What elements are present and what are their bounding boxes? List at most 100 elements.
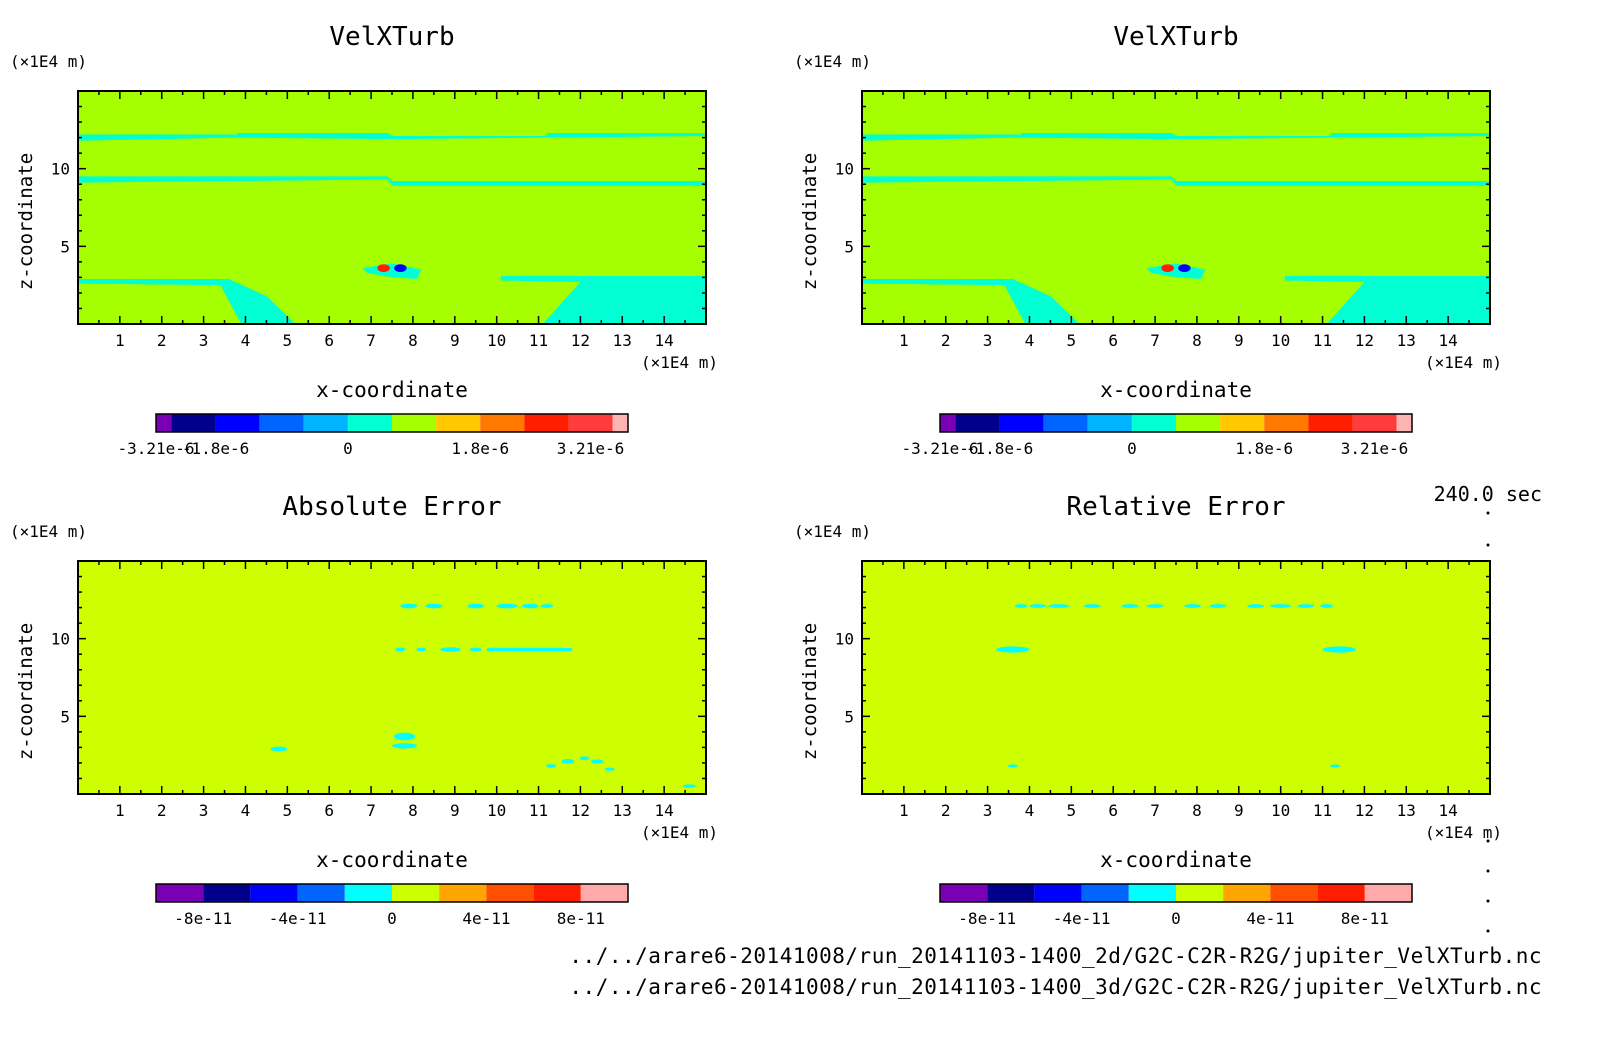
x-tick-label: 8 [408, 801, 418, 820]
y-axis-label: z-coordinate [15, 153, 37, 290]
colorbar-swatch [940, 414, 956, 432]
contour-spot [425, 603, 443, 609]
colorbar-swatch [156, 414, 172, 432]
colorbar: -3.21e-6-1.8e-6 0 1.8e-6 3.21e-6 [117, 413, 629, 458]
y-tick-label: 10 [51, 630, 70, 649]
contour-spot [1320, 604, 1333, 608]
colorbar-swatch [347, 414, 392, 432]
x-tick-label: 13 [1397, 801, 1416, 820]
colorbar-swatch [203, 884, 251, 902]
colorbar-tick-label: 4e-11 [462, 909, 510, 928]
x-tick-label: 12 [571, 801, 590, 820]
x-tick-label: 5 [1067, 801, 1077, 820]
x-tick-label: 14 [655, 331, 674, 350]
y-tick-label: 5 [844, 707, 854, 726]
x-tick-label: 10 [1271, 801, 1290, 820]
x-tick-label: 3 [199, 801, 209, 820]
y-tick-label: 5 [60, 237, 70, 256]
contour-spot [1178, 264, 1191, 272]
contour-spot [1007, 764, 1018, 768]
colorbar-frame [939, 413, 1413, 433]
colorbar-swatch [524, 414, 569, 432]
colorbar-swatch [1131, 414, 1176, 432]
colorbar-tick-label: -1.8e-6 [966, 439, 1033, 458]
colorbar-swatch [1087, 414, 1132, 432]
contour-spot [392, 743, 418, 749]
colorbar-swatch [1308, 414, 1353, 432]
contour-spot [1209, 604, 1227, 608]
colorbar-tick-label: 1.8e-6 [451, 439, 509, 458]
footer-path-2d: ../../arare6-20141008/run_20141103-1400_… [569, 944, 1542, 968]
y-unit-label: (×1E4 m) [794, 522, 871, 541]
colorbar-swatch [1396, 414, 1412, 432]
colorbar-swatch [580, 884, 628, 902]
colorbar-tick-label: -4e-11 [269, 909, 327, 928]
colorbar-swatch [392, 414, 437, 432]
x-unit-label: (×1E4 m) [1425, 353, 1502, 372]
contour-spot [270, 746, 288, 752]
colorbar-swatch [999, 414, 1044, 432]
colorbar-swatch [1317, 884, 1365, 902]
time-label: 240.0 sec [1433, 482, 1542, 506]
colorbar-swatch [1034, 884, 1082, 902]
x-tick-label: 1 [115, 801, 125, 820]
colorbar-swatch [480, 414, 525, 432]
chart-title: VelXTurb [329, 22, 454, 52]
contour-spot [1121, 604, 1139, 608]
x-tick-label: 14 [655, 801, 674, 820]
x-tick-label: 4 [241, 801, 251, 820]
colorbar-tick-label: 0 [343, 439, 353, 458]
footer-path-3d: ../../arare6-20141008/run_20141103-1400_… [569, 975, 1542, 999]
y-unit-label: (×1E4 m) [10, 522, 87, 541]
contour-region [78, 132, 706, 141]
colorbar-swatch [297, 884, 345, 902]
colorbar-tick-label: -3.21e-6 [901, 439, 978, 458]
colorbar-swatch [259, 414, 304, 432]
contour-spot [377, 264, 390, 272]
contour-spot [546, 764, 557, 768]
contour-spot [486, 647, 499, 652]
plot-area [862, 91, 1490, 324]
plot-area [78, 91, 706, 324]
colorbar-swatch [1364, 884, 1412, 902]
x-tick-label: 3 [983, 801, 993, 820]
x-tick-label: 5 [283, 331, 293, 350]
x-tick-label: 6 [324, 801, 334, 820]
stray-dot [1486, 929, 1490, 933]
y-tick-label: 10 [51, 160, 70, 179]
x-tick-label: 7 [366, 801, 376, 820]
contour-region [78, 176, 706, 186]
contour-spot [1184, 604, 1202, 608]
plot-area [78, 561, 706, 794]
colorbar: -8e-11 -4e-11 0 4e-11 8e-11 [939, 883, 1413, 928]
colorbar-swatch [436, 414, 481, 432]
contour-spot [995, 646, 1030, 653]
contour-spot [394, 264, 407, 272]
x-tick-label: 2 [157, 331, 167, 350]
colorbar-swatch [156, 884, 204, 902]
contour-spot [1161, 264, 1174, 272]
colorbar-swatch [612, 414, 628, 432]
x-tick-label: 2 [157, 801, 167, 820]
x-tick-label: 7 [366, 331, 376, 350]
colorbar-tick-label: -8e-11 [174, 909, 232, 928]
y-axis-label: z-coordinate [799, 153, 821, 290]
colorbar-swatch [1043, 414, 1088, 432]
x-tick-label: 11 [1313, 801, 1332, 820]
plot-area [862, 561, 1490, 794]
contour-spot [579, 756, 590, 761]
x-axis-label: x-coordinate [316, 848, 468, 872]
y-tick-label: 5 [844, 237, 854, 256]
x-unit-label: (×1E4 m) [1425, 823, 1502, 842]
x-tick-label: 10 [487, 801, 506, 820]
colorbar-tick-label: 8e-11 [557, 909, 605, 928]
contour-spot [682, 784, 696, 789]
x-tick-label: 9 [1234, 331, 1244, 350]
colorbar-swatch [987, 884, 1035, 902]
colorbar-tick-label: 3.21e-6 [1341, 439, 1408, 458]
colorbar-tick-label: 0 [387, 909, 397, 928]
x-unit-label: (×1E4 m) [641, 353, 718, 372]
chart-title: Absolute Error [282, 492, 501, 522]
